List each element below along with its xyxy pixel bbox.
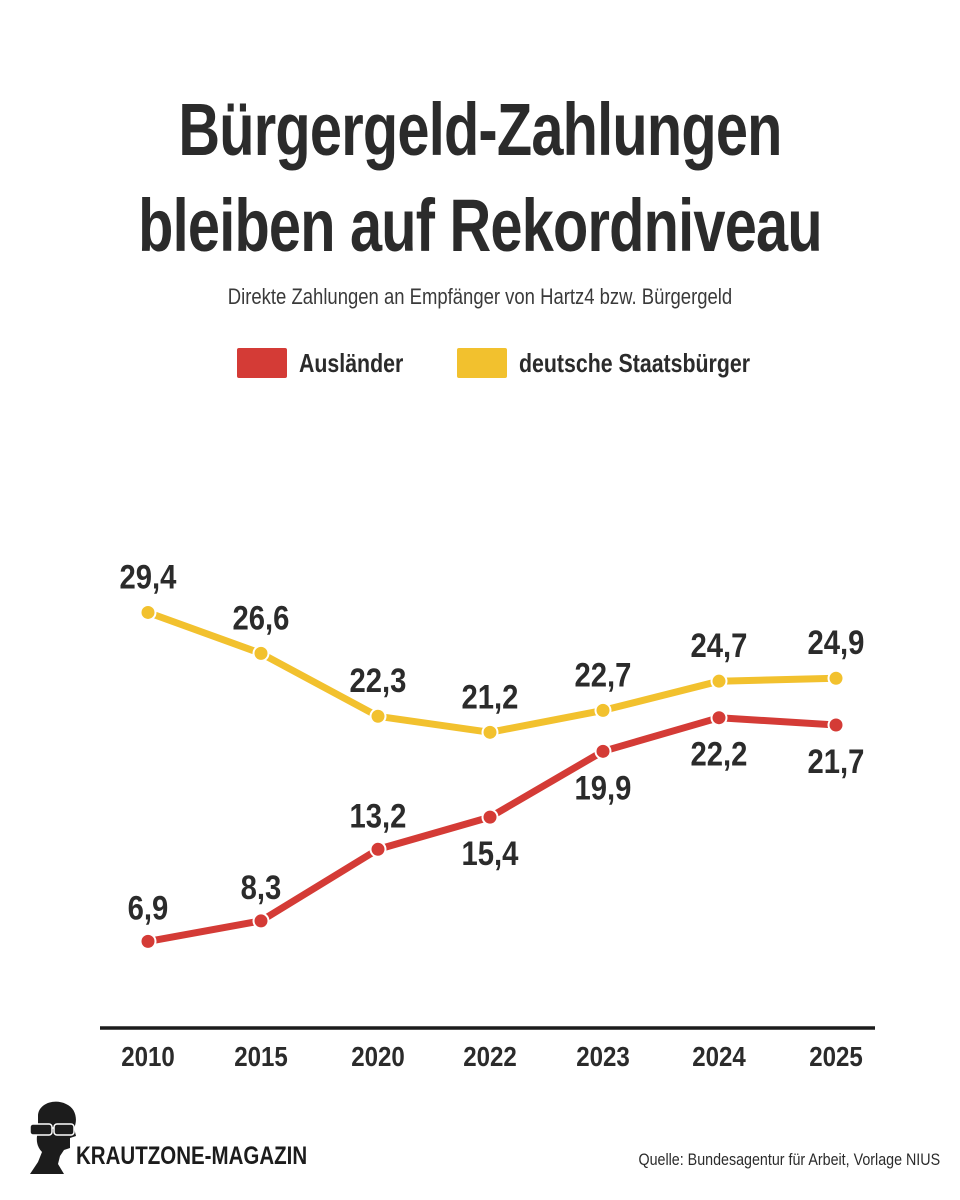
data-point-deutsche <box>594 701 612 719</box>
legend-swatch-auslaender <box>237 348 287 378</box>
data-point-auslaender <box>594 742 612 760</box>
data-label-auslaender: 13,2 <box>350 796 407 835</box>
title-line-1: Bürgergeld-Zahlungen <box>178 88 782 171</box>
data-label-deutsche: 24,7 <box>691 626 748 665</box>
data-label-auslaender: 15,4 <box>462 834 519 873</box>
x-tick-label: 2020 <box>351 1040 405 1072</box>
data-point-auslaender <box>710 709 728 727</box>
data-label-auslaender: 6,9 <box>128 888 169 927</box>
chart-title: Bürgergeld-Zahlungen bleiben auf Rekordn… <box>106 82 855 274</box>
data-label-auslaender: 22,2 <box>691 735 748 774</box>
data-label-deutsche: 22,7 <box>575 655 632 694</box>
data-label-auslaender: 8,3 <box>241 868 282 907</box>
x-tick-label: 2015 <box>234 1040 288 1072</box>
data-point-auslaender <box>481 808 499 826</box>
legend-label-auslaender: Ausländer <box>299 347 404 378</box>
data-label-deutsche: 21,2 <box>462 677 519 716</box>
data-label-auslaender: 19,9 <box>575 768 632 807</box>
chart-subtitle: Direkte Zahlungen an Empfänger von Hartz… <box>227 284 733 309</box>
x-tick-label: 2023 <box>576 1040 630 1072</box>
data-point-deutsche <box>252 644 270 662</box>
source-note: Quelle: Bundesagentur für Arbeit, Vorlag… <box>638 1150 940 1169</box>
data-point-auslaender <box>369 840 387 858</box>
title-line-2: bleiben auf Rekordniveau <box>138 184 822 267</box>
data-point-deutsche <box>827 669 845 687</box>
legend-item-auslaender: Ausländer <box>237 346 426 380</box>
krautzone-logo-icon <box>29 1101 76 1174</box>
legend-swatch-deutsche <box>457 348 507 378</box>
data-point-deutsche <box>139 603 157 621</box>
data-label-deutsche: 26,6 <box>233 598 290 637</box>
legend-item-deutsche: deutsche Staatsbürger <box>457 346 801 380</box>
data-point-auslaender <box>827 716 845 734</box>
legend-label-deutsche: deutsche Staatsbürger <box>519 347 751 378</box>
x-tick-label: 2025 <box>809 1040 863 1072</box>
data-point-deutsche <box>710 672 728 690</box>
brand-name: KRAUTZONE-MAGAZIN <box>76 1142 308 1170</box>
data-label-deutsche: 22,3 <box>350 661 407 700</box>
data-point-deutsche <box>369 707 387 725</box>
data-point-auslaender <box>252 912 270 930</box>
data-label-auslaender: 21,7 <box>808 742 865 781</box>
x-tick-label: 2024 <box>692 1040 746 1072</box>
data-point-auslaender <box>139 932 157 950</box>
data-label-deutsche: 29,4 <box>120 557 177 596</box>
x-tick-label: 2022 <box>463 1040 517 1072</box>
data-point-deutsche <box>481 723 499 741</box>
x-tick-label: 2010 <box>121 1040 175 1072</box>
data-label-deutsche: 24,9 <box>808 623 865 662</box>
